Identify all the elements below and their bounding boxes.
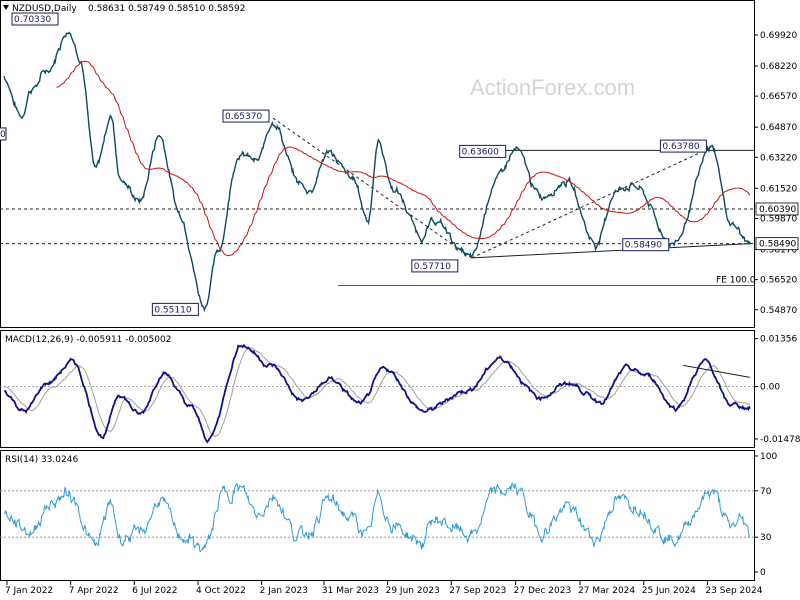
price-axis-label: 0.59870 bbox=[760, 214, 797, 224]
price-axis-label: 0.63220 bbox=[760, 153, 797, 163]
price-layer: FE 100.0 0.70330 0.65370 0.63600 0.63780 0.58… bbox=[0, 12, 756, 316]
annotation-text: 0.70330 bbox=[14, 15, 51, 25]
moving-average-series bbox=[56, 60, 751, 257]
price-series bbox=[3, 31, 751, 313]
annotation-box bbox=[222, 109, 270, 123]
macd-panel-frame bbox=[0, 330, 755, 448]
x-axis-label: 27 Sep 2023 bbox=[449, 586, 506, 596]
level-tag-text: 0.60390 bbox=[759, 205, 796, 215]
price-annotation: 0.57710 bbox=[411, 259, 459, 273]
price-axis-label: 0.68220 bbox=[760, 62, 797, 72]
annotation-box bbox=[659, 139, 707, 153]
price-header: NZDUSD,Daily 0.58631 0.58749 0.58510 0.5… bbox=[3, 4, 245, 14]
x-axis-label: 6 Jul 2022 bbox=[132, 586, 177, 596]
symbol-label: NZDUSD,Daily bbox=[12, 4, 77, 14]
price-axis-label: 0.61520 bbox=[760, 184, 797, 194]
macd-axis-label: 0.00 bbox=[760, 383, 780, 393]
price-annotation: 0.58490 bbox=[622, 238, 670, 252]
annotation-text: 0.57710 bbox=[414, 262, 451, 272]
level-tag-box bbox=[755, 237, 799, 251]
macd-trend-line bbox=[683, 364, 750, 378]
watermark: ActionForex.com bbox=[470, 75, 635, 100]
annotation-text: 0 bbox=[0, 130, 6, 140]
x-axis-label: 27 Dec 2023 bbox=[514, 586, 572, 596]
price-axis-label: 0.56520 bbox=[760, 276, 797, 286]
annotation-text: 0.63600 bbox=[462, 147, 499, 157]
x-axis-label: 25 Jun 2024 bbox=[642, 586, 696, 596]
annotation-box bbox=[151, 302, 199, 316]
price-axis-label: 0.64870 bbox=[760, 123, 797, 133]
x-axis-label: 7 Jan 2022 bbox=[5, 586, 53, 596]
macd-layer bbox=[0, 343, 754, 444]
x-axis-label: 31 Mar 2023 bbox=[322, 586, 379, 596]
rsi-series bbox=[3, 481, 751, 553]
rsi-axis-label: 70 bbox=[760, 487, 772, 497]
x-axis-label: 29 Jun 2023 bbox=[386, 586, 440, 596]
macd-series-signal bbox=[3, 347, 750, 438]
trend-line bbox=[471, 146, 713, 259]
rsi-axis-label: 100 bbox=[760, 452, 777, 462]
annotation-text: 0.65370 bbox=[225, 112, 262, 122]
price-annotation: 0.63600 bbox=[459, 144, 507, 158]
price-axis-label: 0.69920 bbox=[760, 31, 797, 41]
macd-title: MACD(12,26,9) -0.005911 -0.005002 bbox=[5, 335, 171, 345]
rsi-panel-frame bbox=[0, 450, 755, 581]
trend-line bbox=[471, 243, 750, 259]
annotation-box bbox=[459, 144, 507, 158]
price-annotation: 0.63780 bbox=[659, 139, 707, 153]
price-annotation: 0.55110 bbox=[151, 302, 199, 316]
price-annotation: 0.65370 bbox=[222, 109, 270, 123]
annotation-text: 0.63780 bbox=[662, 142, 699, 152]
x-axis-label: 7 Apr 2022 bbox=[69, 586, 119, 596]
price-axis-label: 0.58170 bbox=[760, 246, 797, 256]
price-axis-label: 0.66570 bbox=[760, 92, 797, 102]
annotation-box bbox=[11, 12, 59, 26]
annotation-box bbox=[622, 238, 670, 252]
price-axis-label: 0.54870 bbox=[760, 306, 797, 316]
price-level-tag: 0.58490 bbox=[755, 237, 799, 251]
price-panel-frame bbox=[0, 0, 755, 328]
macd-series-macd bbox=[4, 343, 751, 444]
macd-axis-label: 0.01356 bbox=[760, 335, 797, 345]
annotation-box bbox=[411, 259, 459, 273]
x-axis-label: 4 Oct 2022 bbox=[196, 586, 246, 596]
ohlc-values: 0.58631 0.58749 0.58510 0.58592 bbox=[88, 4, 245, 14]
x-axis-label: 23 Sep 2024 bbox=[705, 586, 762, 596]
rsi-title: RSI(14) 33.0246 bbox=[5, 455, 78, 465]
x-axis-label: 27 Mar 2024 bbox=[578, 586, 635, 596]
rsi-layer bbox=[0, 481, 754, 553]
level-tag-box bbox=[755, 202, 799, 216]
rsi-axis-label: 30 bbox=[760, 533, 772, 543]
x-axis-label: 2 Jan 2023 bbox=[260, 586, 308, 596]
price-annotation: 0 bbox=[0, 127, 7, 141]
price-annotation: 0.70330 bbox=[11, 12, 59, 26]
annotation-text: 0.58490 bbox=[625, 241, 662, 251]
annotation-box bbox=[0, 127, 7, 141]
fe-label: FE 100.0 bbox=[716, 275, 756, 285]
annotation-text: 0.55110 bbox=[154, 305, 191, 315]
axis-layer: 0.69920 0.68220 0.66570 0.64870 0.63220 0.615… bbox=[5, 31, 800, 596]
rsi-axis-label: 0 bbox=[760, 568, 766, 578]
price-level-tag: 0.60390 bbox=[755, 202, 799, 216]
level-tag-text: 0.58490 bbox=[759, 240, 796, 250]
macd-axis-label: -0.014783 bbox=[760, 435, 800, 445]
